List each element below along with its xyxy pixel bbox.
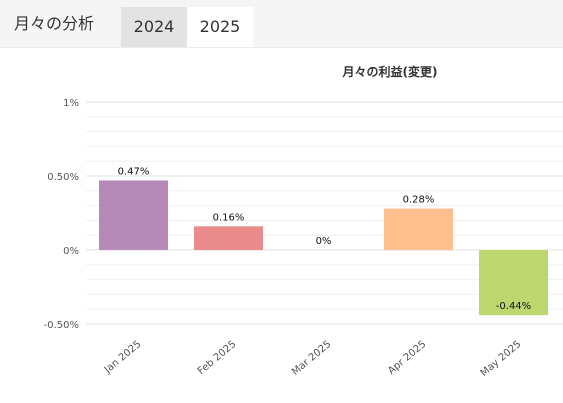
tab-2024[interactable]: 2024 (121, 7, 187, 47)
x-tick-label: Mar 2025 (290, 339, 333, 378)
bar[interactable] (479, 250, 548, 316)
y-axis: -0.50% 0% 0.50% 1% (44, 98, 79, 331)
header-title: 月々の分析 (14, 14, 95, 33)
bar[interactable] (384, 208, 453, 250)
tab-2025[interactable]: 2025 (187, 7, 253, 47)
data-label: 0% (316, 236, 332, 247)
bars (99, 180, 548, 316)
data-label: -0.44% (496, 301, 531, 312)
x-tick-label: May 2025 (479, 339, 524, 379)
analysis-header: 月々の分析 2024 2025 (0, 0, 563, 48)
monthly-profit-chart: 月々の利益(変更) -0.50%0%0.50%1% 0.47%0.16%0%0.… (44, 64, 563, 379)
bar[interactable] (99, 180, 168, 250)
x-tick-label: Apr 2025 (386, 339, 428, 377)
data-label: 0.16% (213, 212, 245, 223)
y-tick-label: 0.50% (47, 172, 79, 183)
x-axis: Jan 2025 Feb 2025 Mar 2025 Apr 2025 May 2025 (102, 339, 524, 379)
y-tick-label: 1% (63, 98, 79, 109)
data-label: 0.47% (118, 166, 150, 177)
y-tick-label: -0.50% (44, 320, 79, 331)
data-label: 0.28% (403, 195, 435, 206)
data-labels: 0.47% 0.16% 0% 0.28% -0.44% (118, 166, 532, 312)
chart-title: 月々の利益(変更) (342, 64, 438, 79)
x-tick-label: Jan 2025 (102, 339, 144, 376)
bar[interactable] (194, 226, 263, 250)
x-tick-label: Feb 2025 (196, 339, 239, 377)
y-tick-label: 0% (63, 246, 79, 257)
